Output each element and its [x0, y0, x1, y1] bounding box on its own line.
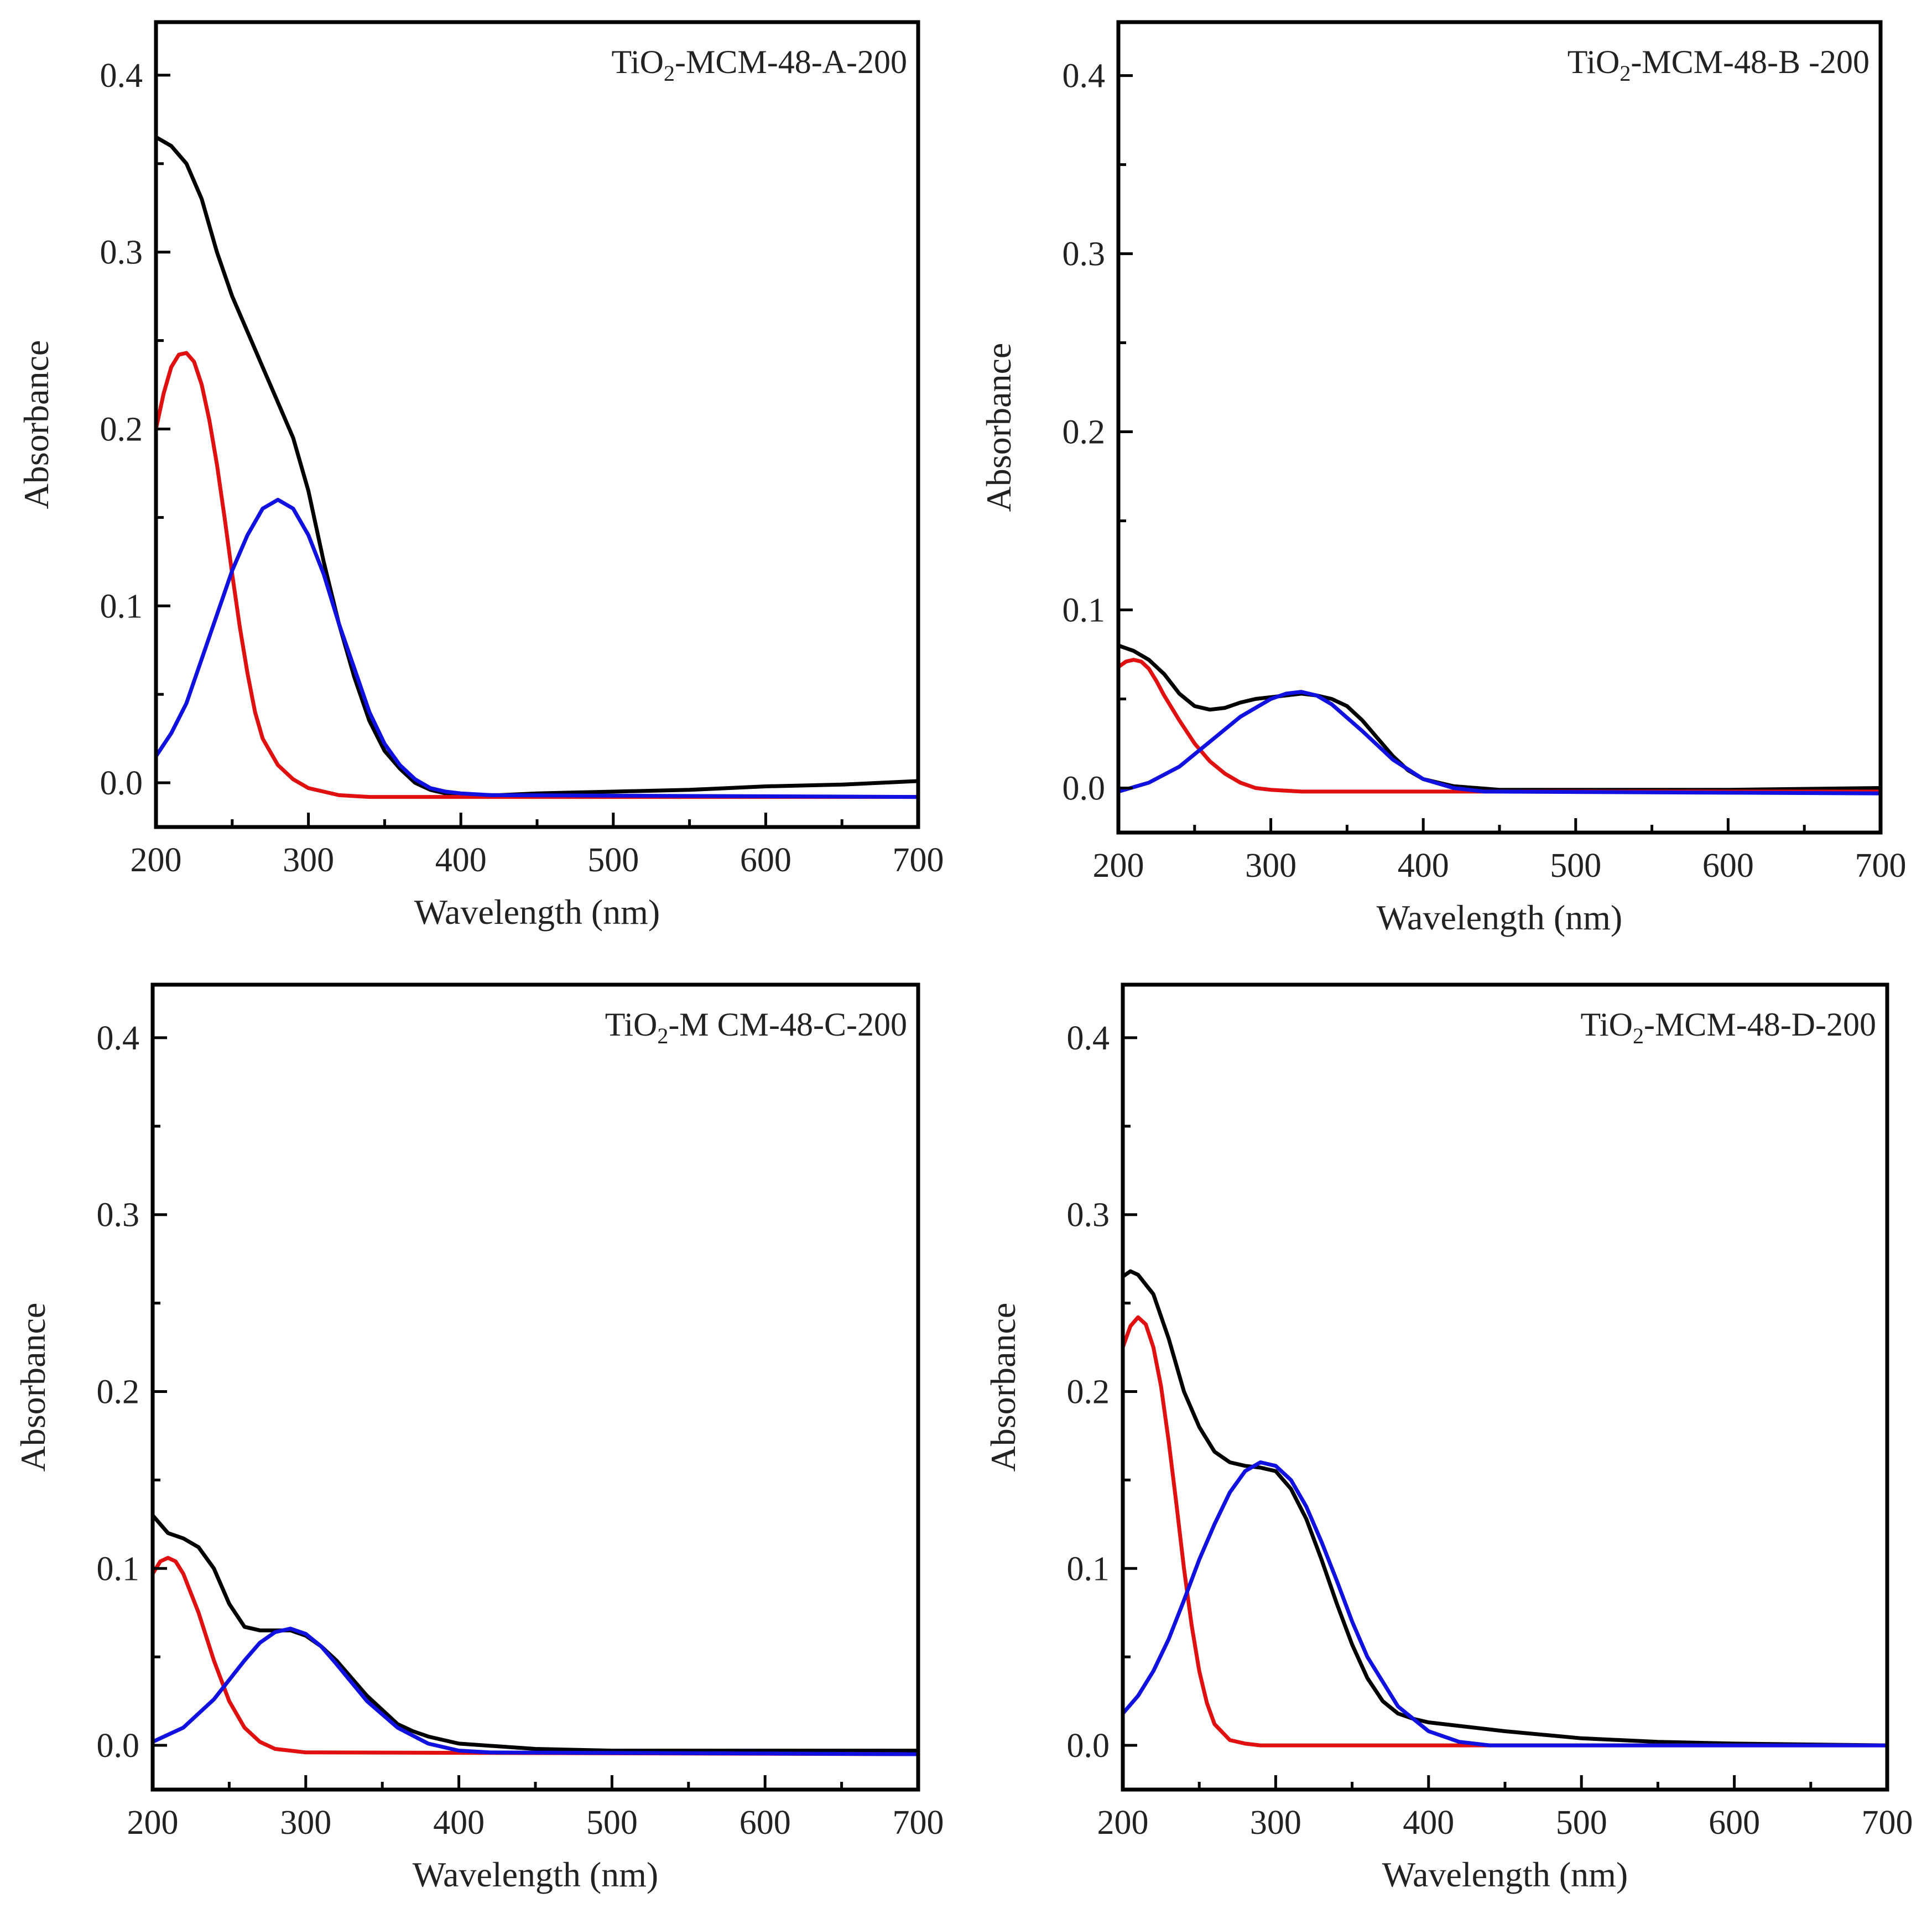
x-tick-label: 400 [433, 1804, 485, 1842]
series-line-fit-peak-1 [150, 1556, 920, 1756]
series-line-fit-peak-2 [150, 1626, 920, 1756]
x-tick-label: 700 [1855, 847, 1907, 885]
x-tick-label: 500 [1550, 847, 1601, 885]
chart-panel-b: 200 300 400 500 600 700 0.0 0.1 0.2 0.3 0.4 Wavelen… [979, 20, 1907, 937]
x-tick-label: 200 [1093, 847, 1144, 885]
x-tick-label: 300 [283, 841, 334, 879]
y-tick-label: 0.4 [1067, 1020, 1110, 1057]
x-tick-label: 600 [1709, 1804, 1760, 1842]
x-tick-label: 300 [1250, 1804, 1301, 1842]
y-tick-label: 0.3 [1067, 1197, 1110, 1234]
series-line-fit-peak-1 [1116, 658, 1883, 794]
x-tick-label: 700 [1862, 1804, 1913, 1842]
x-tick-label: 400 [435, 841, 487, 879]
y-tick-label: 0.2 [1063, 414, 1106, 451]
y-tick-label: 0.4 [100, 57, 143, 95]
y-tick-label: 0.3 [1063, 236, 1106, 273]
series-line-fit-peak-2 [1121, 1460, 1889, 1748]
y-tick-label: 0.2 [97, 1373, 140, 1411]
x-tick-label: 200 [1097, 1804, 1149, 1842]
y-tick-label: 0.1 [1067, 1550, 1110, 1588]
x-tick-label: 400 [1398, 847, 1449, 885]
plot-frame [150, 982, 920, 1792]
y-axis-title: Absorbance [983, 1303, 1023, 1472]
chart-panel-d: 200 300 400 500 600 700 0.0 0.1 0.2 0.3 0.4 Wavelen… [983, 982, 1913, 1894]
y-tick-label: 0.1 [1063, 592, 1106, 630]
y-tick-label: 0.2 [100, 410, 143, 448]
chart-panel-a: 200 300 400 500 600 700 0.0 0.1 0.2 0.3 0.4 Wavelen… [17, 20, 944, 932]
y-tick-label: 0.0 [100, 765, 143, 802]
y-tick-label: 0.4 [1063, 58, 1106, 95]
x-tick-label: 500 [586, 1804, 638, 1842]
y-tick-label: 0.0 [1067, 1727, 1110, 1765]
x-axis-title: Wavelength (nm) [413, 1855, 658, 1894]
y-tick-label: 0.1 [97, 1550, 140, 1588]
x-tick-label: 600 [1702, 847, 1754, 885]
x-tick-label: 600 [740, 841, 791, 879]
x-axis-title: Wavelength (nm) [1377, 898, 1622, 937]
x-tick-label: 700 [893, 1804, 944, 1842]
y-axis-title: Absorbance [17, 340, 56, 509]
y-tick-label: 0.3 [97, 1197, 140, 1234]
x-tick-label: 500 [587, 841, 639, 879]
y-tick-label: 0.3 [100, 234, 143, 272]
y-tick-label: 0.0 [97, 1727, 140, 1765]
x-tick-label: 500 [1556, 1804, 1607, 1842]
series-line-measured [150, 1513, 920, 1753]
chart-panel-c: 200 300 400 500 600 700 0.0 0.1 0.2 0.3 0.4 Wavelen… [13, 982, 944, 1894]
series-line-measured [1121, 1269, 1889, 1748]
series-line-fit-peak-2 [1116, 690, 1883, 795]
series-line-fit-peak-1 [1121, 1315, 1889, 1748]
y-tick-label: 0.4 [97, 1020, 140, 1057]
panel-title: TiO2-MCM-48-B -200 [1568, 44, 1869, 86]
panel-title: TiO2-MCM-48-D-200 [1580, 1006, 1876, 1048]
plot-frame [1121, 982, 1889, 1792]
y-axis-title: Absorbance [13, 1303, 53, 1472]
plot-frame [154, 20, 920, 829]
x-tick-label: 600 [740, 1804, 791, 1842]
series-line-fit-peak-2 [154, 497, 920, 799]
plot-frame [1116, 20, 1883, 835]
x-tick-label: 300 [280, 1804, 331, 1842]
y-axis-title: Absorbance [979, 343, 1018, 512]
series-line-fit-peak-1 [154, 351, 920, 799]
series-line-measured [1116, 643, 1883, 792]
x-tick-label: 200 [127, 1804, 179, 1842]
y-tick-label: 0.1 [100, 587, 143, 625]
x-axis-title: Wavelength (nm) [414, 892, 660, 932]
panel-title: TiO2-MCM-48-A-200 [611, 44, 907, 86]
x-axis-title: Wavelength (nm) [1382, 1855, 1628, 1894]
x-tick-label: 200 [131, 841, 182, 879]
series-line-measured [154, 135, 920, 797]
x-tick-label: 300 [1245, 847, 1296, 885]
x-tick-label: 400 [1403, 1804, 1454, 1842]
y-tick-label: 0.2 [1067, 1373, 1110, 1411]
panel-title: TiO2-M CM-48-C-200 [605, 1006, 907, 1048]
y-tick-label: 0.0 [1063, 770, 1106, 808]
x-tick-label: 700 [893, 841, 944, 879]
